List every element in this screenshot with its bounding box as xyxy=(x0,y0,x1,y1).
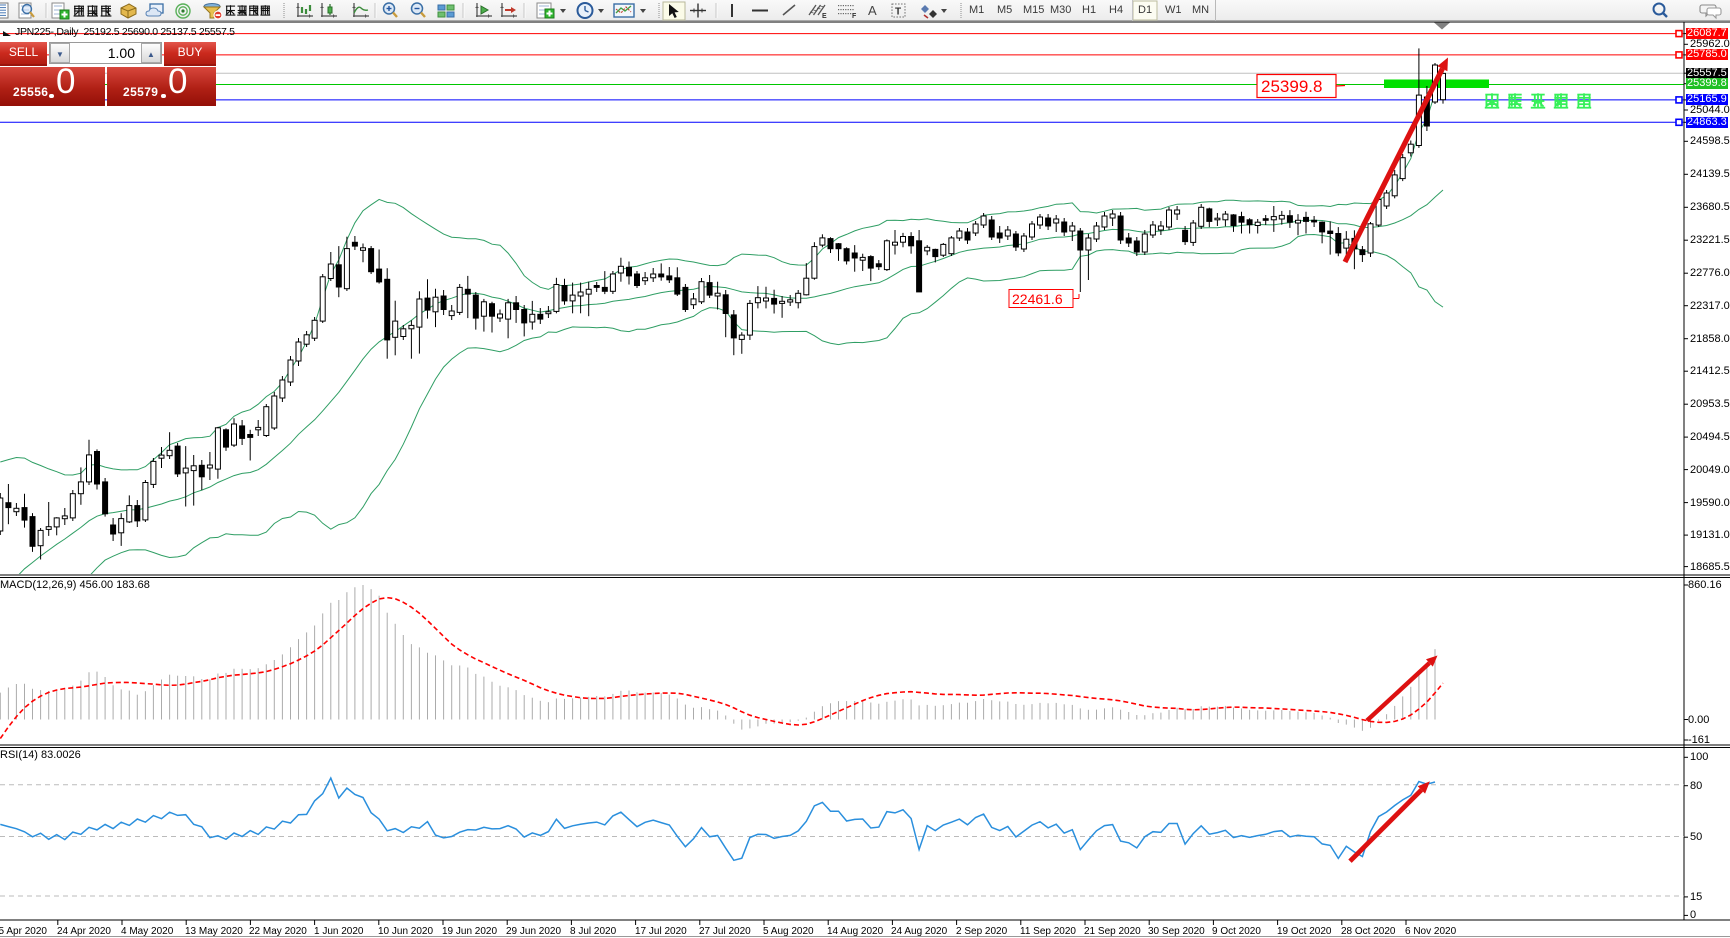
svg-text:T: T xyxy=(895,7,901,18)
svg-text:E: E xyxy=(822,13,827,20)
svg-text:F: F xyxy=(852,13,857,20)
svg-text:A: A xyxy=(868,3,877,18)
